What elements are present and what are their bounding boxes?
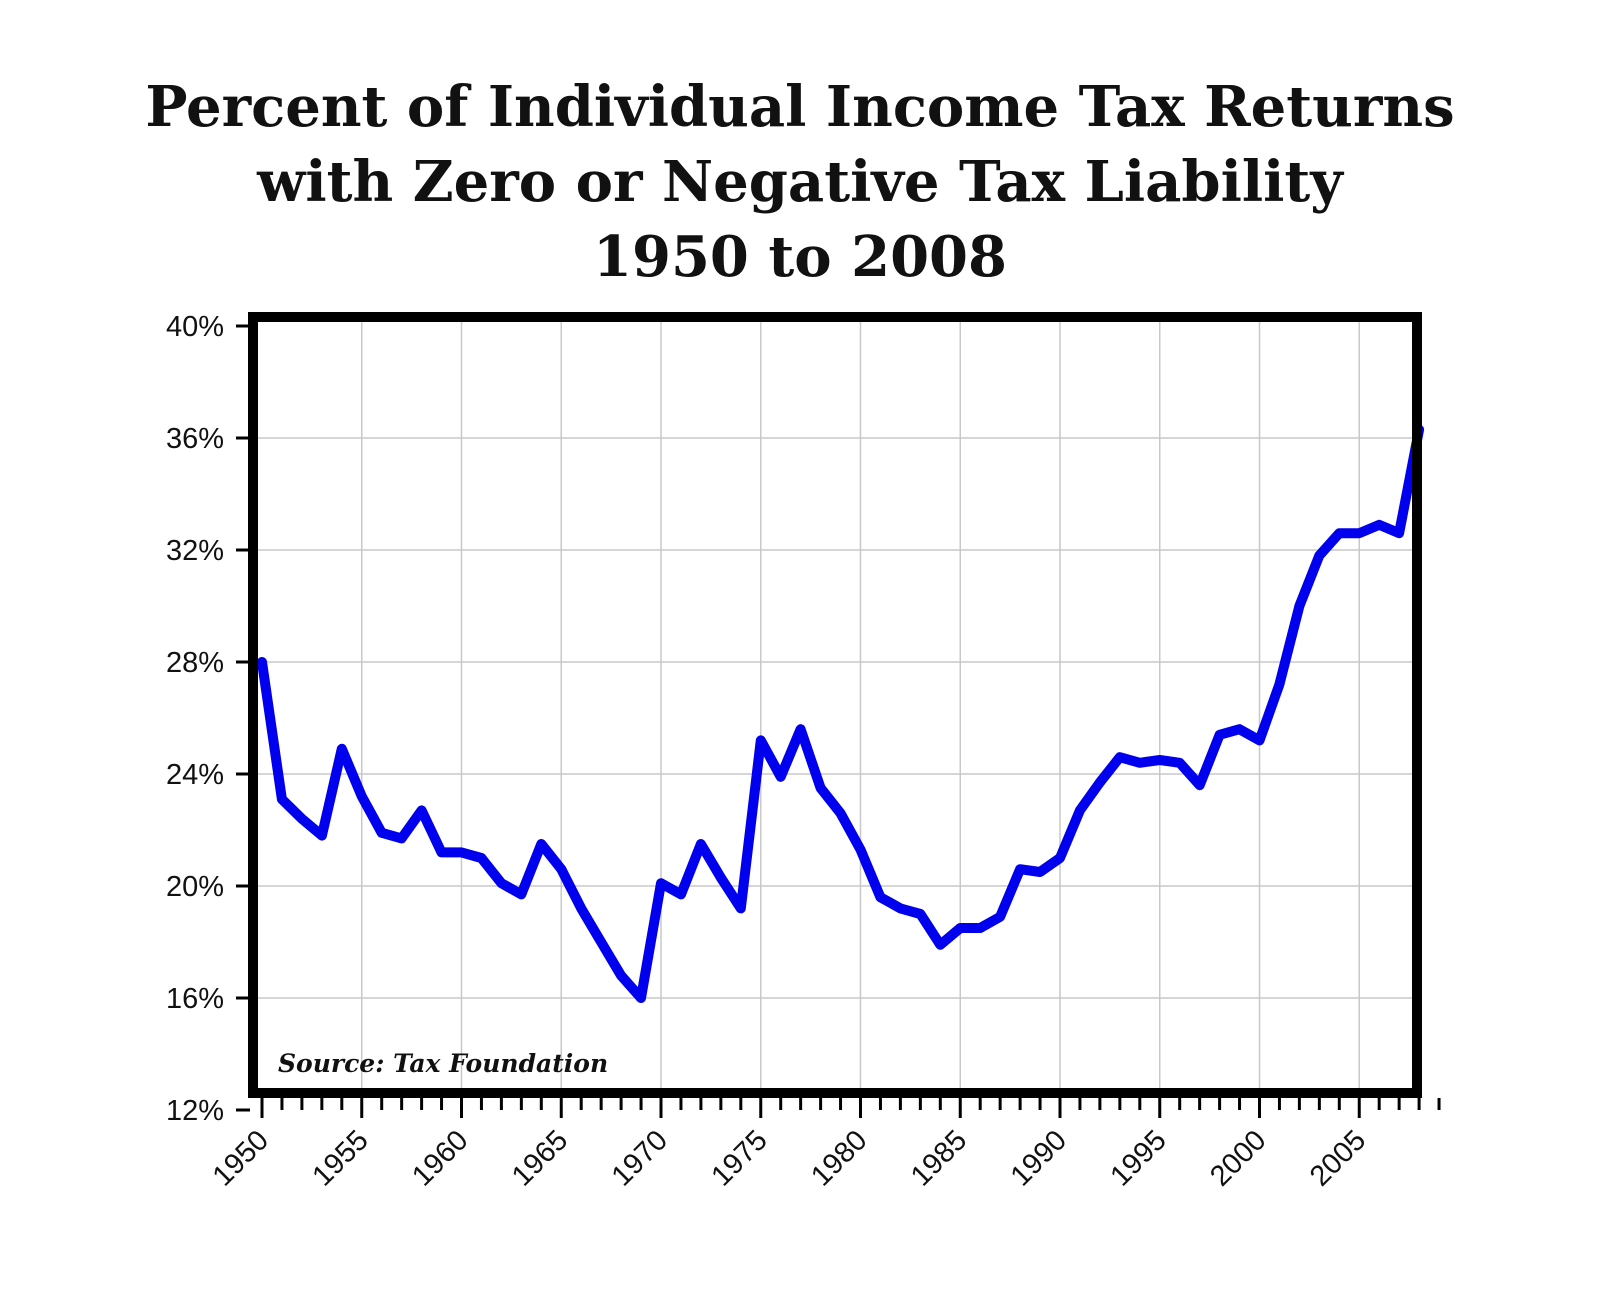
x-axis: 1950 1955 1960 1965 1970 1975 1980 1985 1990 1995… <box>207 1098 1441 1193</box>
source-note: Source: Tax Foundation <box>278 1049 608 1078</box>
title-line-3: 1950 to 2008 <box>593 224 1007 290</box>
x-tick-label: 1950 <box>207 1124 275 1192</box>
y-tick-label: 40% <box>166 311 224 343</box>
x-tick-label: 2005 <box>1304 1124 1372 1192</box>
x-tick-label: 1955 <box>306 1124 374 1192</box>
x-tick-label: 1995 <box>1104 1124 1172 1192</box>
plot-frame <box>248 312 1422 1098</box>
title-line-2: with Zero or Negative Tax Liability <box>257 149 1343 215</box>
x-tick-label: 1960 <box>406 1124 474 1192</box>
y-tick-label: 36% <box>166 423 224 455</box>
x-tick-label: 1985 <box>905 1124 973 1192</box>
y-tick-label: 32% <box>166 535 224 567</box>
y-tick-label: 16% <box>166 983 224 1015</box>
y-axis: 12% 16% 20% 24% 28% 32% 36% 40% <box>166 311 250 1127</box>
y-tick-label: 12% <box>166 1095 224 1127</box>
title-line-1: Percent of Individual Income Tax Returns <box>145 74 1455 140</box>
x-tick-label: 1975 <box>705 1124 773 1192</box>
series-line <box>257 424 1425 1003</box>
x-tick-label: 1965 <box>506 1124 574 1192</box>
y-tick-label: 20% <box>166 871 224 903</box>
gridlines <box>258 322 1412 1088</box>
x-tick-label: 1980 <box>805 1124 873 1192</box>
x-tick-label: 2000 <box>1204 1124 1272 1192</box>
series-layer <box>257 424 1425 1003</box>
y-tick-label: 28% <box>166 647 224 679</box>
x-tick-label: 1970 <box>606 1124 674 1192</box>
chart-title: Percent of Individual Income Tax Returns… <box>0 70 1600 295</box>
y-tick-label: 24% <box>166 759 224 791</box>
x-tick-label: 1990 <box>1005 1124 1073 1192</box>
